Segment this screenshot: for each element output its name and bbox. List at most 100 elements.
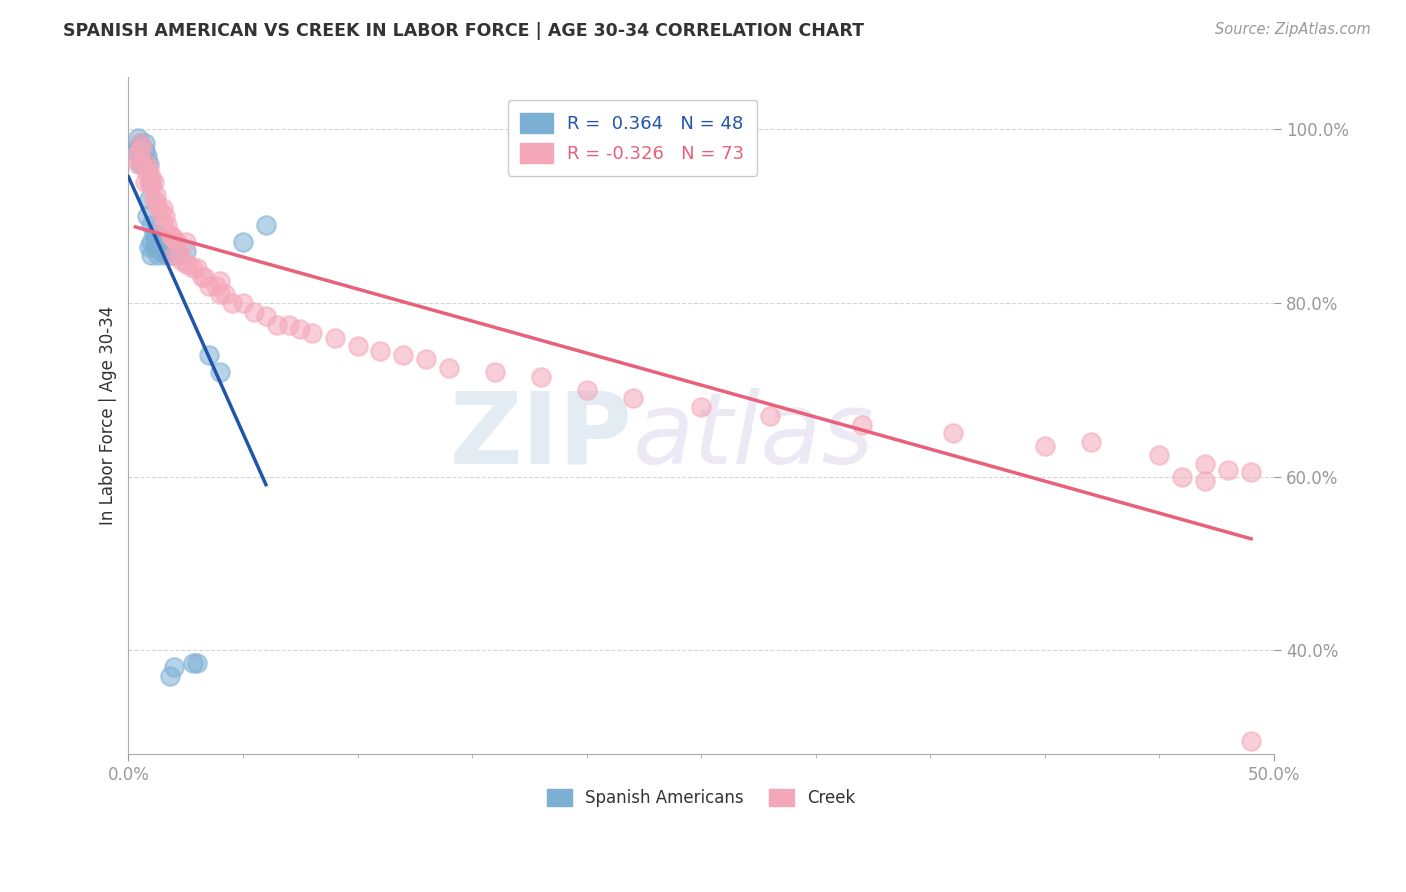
Point [290,322,312,336]
Point [209,287,232,301]
Y-axis label: In Labor Force | Age 30-34: In Labor Force | Age 30-34 [100,306,117,525]
Point [141,218,163,232]
Point [163,231,186,245]
Point [174,257,197,271]
Point [156,244,179,258]
Point [135,209,157,223]
Point [129,136,152,150]
Point [181,261,204,276]
Point [145,187,167,202]
Text: ZIP: ZIP [450,388,633,484]
Point [129,148,152,162]
Point [138,157,160,171]
Point [254,218,277,232]
Point [149,235,172,250]
Point [690,400,713,414]
Point [138,192,160,206]
Point [145,227,167,241]
Point [142,192,165,206]
Point [152,218,174,232]
Point [145,235,167,250]
Text: SPANISH AMERICAN VS CREEK IN LABOR FORCE | AGE 30-34 CORRELATION CHART: SPANISH AMERICAN VS CREEK IN LABOR FORCE… [63,22,865,40]
Point [851,417,873,432]
Point [167,248,190,262]
Point [759,409,782,423]
Legend: Spanish Americans, Creek: Spanish Americans, Creek [540,782,862,814]
Point [149,244,172,258]
Point [193,270,215,285]
Point [124,148,146,162]
Point [141,248,163,262]
Point [214,287,236,301]
Point [484,366,506,380]
Point [160,231,183,245]
Point [174,244,197,258]
Point [277,318,299,332]
Point [177,257,200,271]
Point [1194,457,1216,471]
Point [131,157,153,171]
Point [186,656,208,670]
Point [141,170,163,185]
Point [159,248,181,262]
Point [141,178,163,193]
Point [243,304,266,318]
Point [153,239,176,253]
Point [135,166,157,180]
Text: Source: ZipAtlas.com: Source: ZipAtlas.com [1215,22,1371,37]
Point [148,231,170,245]
Point [163,239,186,253]
Point [530,369,553,384]
Point [135,157,157,171]
Point [127,140,149,154]
Point [134,175,156,189]
Point [159,227,181,241]
Point [163,248,186,262]
Point [166,235,188,250]
Point [131,140,153,154]
Point [232,296,254,310]
Point [153,248,176,262]
Point [209,366,232,380]
Point [1080,434,1102,449]
Text: atlas: atlas [633,388,875,484]
Point [134,153,156,167]
Point [1171,469,1194,483]
Point [145,196,167,211]
Point [1218,462,1240,476]
Point [392,348,415,362]
Point [131,140,153,154]
Point [142,239,165,253]
Point [186,261,208,276]
Point [1149,448,1171,462]
Point [439,361,461,376]
Point [141,175,163,189]
Point [221,296,243,310]
Point [167,248,190,262]
Point [209,274,232,288]
Point [323,331,346,345]
Point [152,244,174,258]
Point [142,175,165,189]
Point [174,235,197,250]
Point [127,131,149,145]
Point [1240,465,1263,479]
Point [152,201,174,215]
Point [415,352,437,367]
Point [138,161,160,176]
Point [134,136,156,150]
Point [129,136,152,150]
Point [942,426,965,441]
Point [131,157,153,171]
Point [1033,439,1056,453]
Point [346,339,368,353]
Point [142,227,165,241]
Point [181,656,204,670]
Point [370,343,392,358]
Point [197,278,219,293]
Point [129,144,152,158]
Point [191,270,214,285]
Point [170,252,193,267]
Point [1194,474,1216,488]
Point [152,235,174,250]
